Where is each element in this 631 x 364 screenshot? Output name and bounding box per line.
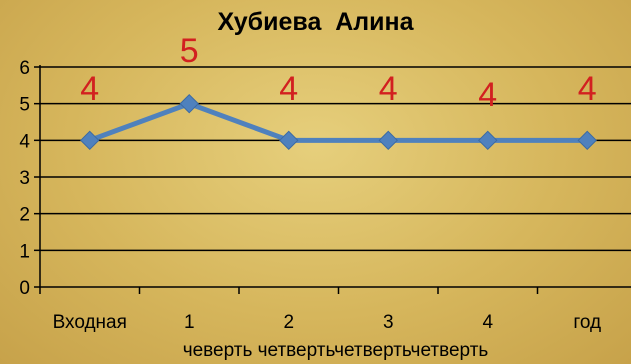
data-point-marker <box>577 130 597 151</box>
data-point-marker <box>80 130 100 151</box>
chart-title: Хубиева Алина <box>217 8 414 36</box>
x-tick-label: Входная <box>53 312 127 333</box>
x-axis-note: чеверть четвертьчетвертьчетверть <box>182 340 489 361</box>
y-tick-label: 0 <box>19 278 30 299</box>
y-tick-label: 6 <box>19 58 30 79</box>
y-tick-label: 4 <box>19 131 30 152</box>
y-tick-label: 1 <box>19 241 30 262</box>
data-label: 4 <box>279 70 298 108</box>
y-tick-label: 5 <box>19 95 30 116</box>
data-point-marker <box>279 130 299 151</box>
x-tick-label: 4 <box>482 312 493 333</box>
y-tick-label: 2 <box>19 205 30 226</box>
data-label: 5 <box>180 32 199 70</box>
x-tick-label: 3 <box>383 312 394 333</box>
x-tick-label: 1 <box>184 312 195 333</box>
data-point-marker <box>378 130 398 151</box>
y-tick-label: 3 <box>19 168 30 189</box>
x-tick-label: 2 <box>283 312 294 333</box>
data-label: 4 <box>478 76 497 114</box>
data-point-marker <box>478 130 498 151</box>
data-point-marker <box>179 93 199 114</box>
x-tick-label: год <box>573 312 601 333</box>
data-label: 4 <box>578 70 597 108</box>
data-label: 4 <box>80 70 99 108</box>
series-line <box>88 101 588 143</box>
data-label: 4 <box>379 70 398 108</box>
